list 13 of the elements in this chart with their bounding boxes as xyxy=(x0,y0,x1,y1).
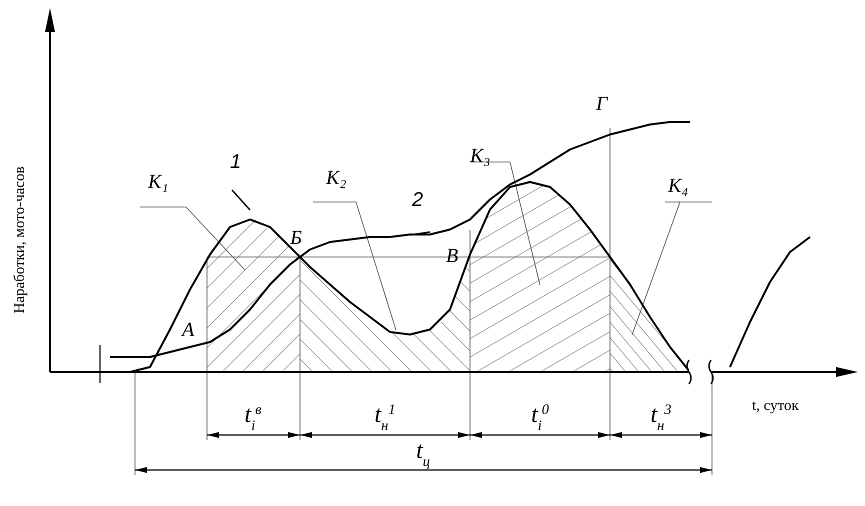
annotation: K₂ xyxy=(325,167,346,189)
annotation: K₁ xyxy=(147,171,168,193)
annotation: А xyxy=(180,319,195,341)
annotation: K₃ xyxy=(469,145,490,167)
annotation: K₄ xyxy=(667,175,688,197)
annotation: Б xyxy=(289,227,302,249)
y-axis-title: Наработки, мото-часов xyxy=(12,166,28,314)
series-label: 2 xyxy=(411,189,424,211)
text: t$_{ц}$ xyxy=(416,438,430,470)
text: 1 xyxy=(230,151,242,173)
annotation: В xyxy=(446,245,458,267)
x-axis-title: t, суток xyxy=(752,398,800,414)
text: Г xyxy=(595,93,609,115)
